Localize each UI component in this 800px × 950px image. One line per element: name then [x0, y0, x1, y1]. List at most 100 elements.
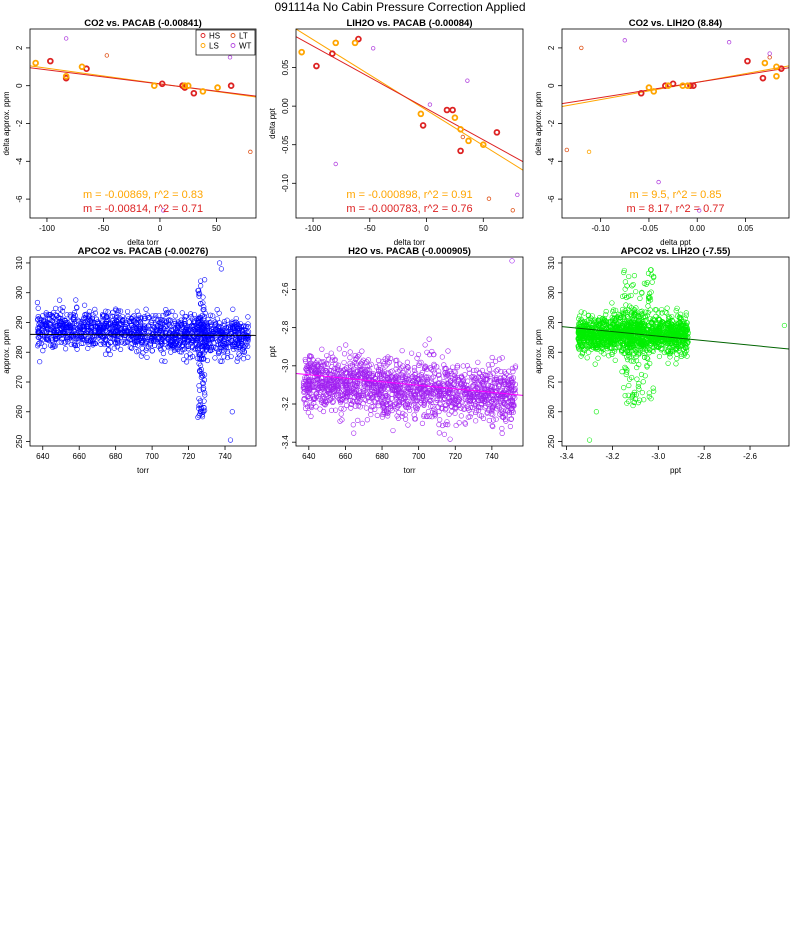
data-point — [465, 137, 472, 145]
data-point — [38, 340, 45, 346]
data-point — [426, 413, 433, 420]
data-point — [362, 360, 368, 366]
fit-annotation: m = 9.5, r^2 = 0.85 — [630, 189, 722, 201]
data-point — [472, 393, 478, 399]
data-point — [185, 326, 192, 333]
data-point — [332, 39, 340, 47]
data-point — [623, 302, 629, 308]
data-point — [509, 407, 515, 414]
data-point — [666, 313, 672, 320]
data-point — [439, 422, 446, 429]
data-point — [680, 321, 687, 327]
data-point — [440, 405, 446, 412]
data-point — [496, 382, 503, 388]
data-point — [201, 328, 207, 335]
data-point — [210, 313, 216, 319]
data-point — [624, 400, 630, 406]
data-point — [311, 396, 317, 402]
data-point — [49, 313, 55, 319]
data-point — [510, 409, 516, 415]
data-point — [636, 386, 642, 392]
data-point — [436, 385, 442, 391]
x-tick-label: 660 — [73, 452, 87, 461]
x-tick-label: 700 — [412, 452, 426, 461]
data-point — [670, 347, 676, 353]
x-axis-label: ppt — [670, 466, 682, 475]
data-point — [129, 331, 135, 337]
data-point — [633, 317, 639, 323]
y-axis-label: delta ppt — [268, 107, 277, 138]
data-point — [200, 300, 206, 306]
data-point — [650, 88, 658, 95]
data-point — [235, 331, 242, 337]
data-point — [42, 343, 48, 349]
data-point — [124, 339, 130, 345]
data-point — [512, 381, 519, 387]
data-point — [385, 396, 391, 402]
data-point — [466, 370, 473, 376]
data-point — [486, 388, 492, 394]
data-point — [201, 304, 207, 310]
data-point — [222, 331, 228, 337]
data-point — [564, 147, 570, 153]
data-point — [443, 421, 449, 428]
data-point — [509, 258, 515, 264]
data-point — [441, 362, 447, 368]
data-point — [47, 342, 54, 348]
data-point — [667, 331, 673, 337]
data-point — [455, 385, 461, 391]
y-tick-label: -2 — [15, 119, 24, 127]
data-point — [473, 418, 479, 424]
data-point — [324, 386, 331, 392]
data-point — [464, 363, 471, 369]
plot-marks — [562, 267, 789, 443]
data-point — [589, 313, 595, 319]
data-point — [610, 321, 616, 327]
data-point — [85, 337, 91, 344]
data-point — [472, 375, 478, 382]
plot-frame — [295, 256, 524, 447]
data-point — [333, 384, 339, 390]
data-point — [85, 323, 91, 329]
data-point — [507, 379, 513, 386]
data-point — [355, 417, 361, 423]
data-point — [383, 409, 389, 415]
data-point — [634, 376, 640, 382]
data-point — [406, 377, 412, 383]
data-point — [303, 378, 309, 384]
data-point — [356, 395, 362, 401]
data-point — [624, 328, 630, 335]
data-point — [71, 341, 77, 348]
data-point — [323, 399, 330, 406]
data-point — [475, 359, 481, 365]
data-point — [196, 290, 203, 296]
data-point — [446, 380, 452, 386]
data-point — [633, 347, 639, 353]
data-point — [198, 283, 204, 289]
data-point — [502, 412, 508, 418]
data-point — [81, 333, 87, 340]
data-point — [343, 402, 350, 409]
data-point — [629, 283, 635, 289]
data-point — [179, 310, 185, 316]
fit-line — [296, 36, 523, 163]
data-point — [348, 387, 354, 393]
data-point — [53, 336, 59, 343]
data-point — [240, 323, 246, 330]
y-tick-label: -0.10 — [281, 174, 290, 193]
data-point — [437, 400, 443, 406]
data-point — [599, 345, 605, 352]
x-tick-label: 720 — [449, 452, 463, 461]
data-point — [149, 348, 155, 354]
data-point — [61, 340, 68, 346]
data-point — [316, 380, 322, 386]
data-point — [329, 50, 336, 57]
data-point — [659, 310, 665, 316]
data-point — [86, 308, 93, 315]
data-point — [39, 323, 46, 329]
x-axis-label: delta torr — [394, 238, 426, 247]
data-point — [180, 347, 186, 353]
data-point — [321, 390, 327, 396]
data-point — [485, 401, 491, 407]
